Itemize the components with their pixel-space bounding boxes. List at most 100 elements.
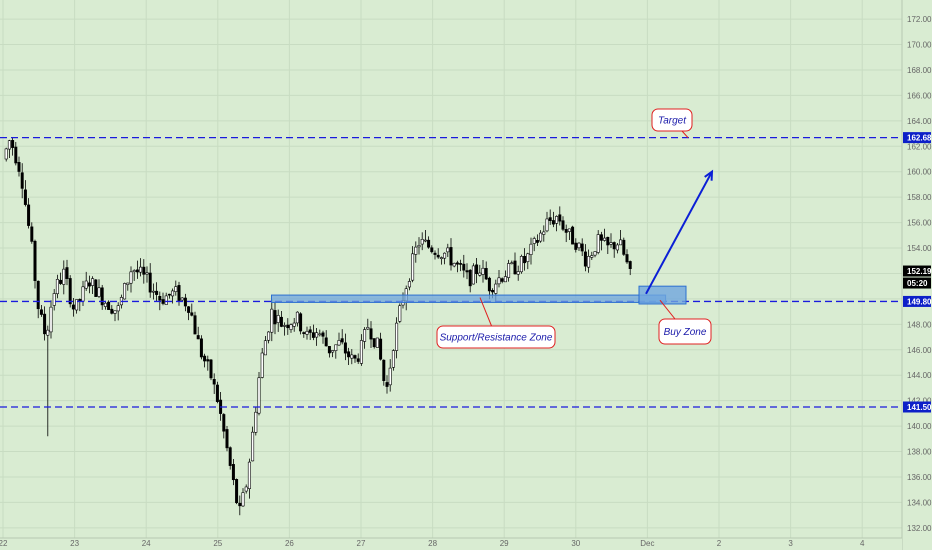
- candle: [420, 232, 424, 251]
- last-price-badge[interactable]: 152.19: [903, 265, 932, 277]
- candle-body: [545, 218, 549, 232]
- time-tick-label: 2: [717, 539, 722, 548]
- candle: [55, 274, 59, 299]
- candle-body: [481, 267, 485, 275]
- price-axis[interactable]: 132.00 134.00 136.00 138.00 140.00 142.00 144.…: [901, 0, 932, 550]
- support-resistance-callout-label: Support/Resistance Zone: [440, 333, 553, 344]
- drawings[interactable]: Target Support/Resistance Zone Buy Zone: [436, 108, 714, 349]
- candle: [599, 231, 603, 251]
- candle: [417, 237, 421, 255]
- level-badge[interactable]: 141.50: [903, 401, 932, 413]
- candle: [260, 348, 264, 379]
- candle: [273, 301, 277, 335]
- candle-body: [187, 306, 191, 313]
- candle: [302, 331, 306, 338]
- candle-body: [507, 263, 511, 278]
- target-callout[interactable]: Target: [651, 108, 693, 138]
- candle-body: [180, 297, 184, 301]
- candle-body: [535, 240, 539, 243]
- candle-body: [97, 287, 101, 297]
- time-tick-label: 30: [571, 539, 580, 548]
- candle-body: [100, 287, 104, 306]
- candle: [4, 147, 8, 162]
- candle-body: [388, 367, 392, 386]
- candle-body: [7, 140, 11, 150]
- candle: [254, 407, 258, 436]
- level-badge[interactable]: 162.68: [903, 132, 932, 144]
- price-tick-label: 148.00: [907, 320, 932, 329]
- candle: [231, 458, 235, 486]
- candle: [107, 300, 111, 310]
- candle-body: [231, 464, 235, 481]
- candle-body: [324, 337, 328, 347]
- candle-body: [599, 234, 603, 241]
- support-resistance-callout[interactable]: Support/Resistance Zone: [436, 297, 556, 349]
- candle-body: [305, 330, 309, 335]
- candle-body: [369, 328, 373, 340]
- candle-body: [423, 239, 427, 242]
- candle: [17, 156, 21, 177]
- candle: [283, 322, 287, 336]
- price-tick-label: 170.00: [907, 41, 932, 50]
- candle-body: [449, 247, 453, 266]
- candle-body: [529, 243, 533, 255]
- candle-body: [318, 333, 322, 336]
- time-tick-label: 29: [500, 539, 509, 548]
- candle-body: [580, 243, 584, 252]
- candle-body: [68, 278, 72, 305]
- support-resistance-zone[interactable]: [271, 294, 667, 303]
- candle-body: [164, 295, 168, 305]
- candle-body: [468, 269, 472, 287]
- candle-body: [587, 256, 591, 268]
- candle-body: [59, 279, 63, 284]
- candle: [567, 228, 571, 241]
- candle: [590, 251, 594, 260]
- candle: [151, 283, 155, 300]
- candle: [510, 260, 514, 265]
- candle: [94, 279, 98, 297]
- candle-body: [286, 324, 290, 329]
- candle-body: [183, 297, 187, 307]
- zones[interactable]: [271, 285, 687, 305]
- candle: [39, 304, 43, 317]
- level-badge-label: 141.50: [907, 403, 932, 412]
- buy-zone-callout[interactable]: Buy Zone: [658, 299, 712, 345]
- candle-body: [331, 350, 335, 353]
- candle: [212, 373, 216, 394]
- candle: [359, 334, 363, 366]
- candle-body: [625, 254, 629, 263]
- arrow-head: [704, 169, 714, 181]
- candle-body: [567, 228, 571, 232]
- candle-body: [148, 272, 152, 293]
- candle: [292, 317, 296, 332]
- candle: [289, 323, 293, 333]
- candle: [433, 250, 437, 260]
- price-tick-label: 146.00: [907, 346, 932, 355]
- countdown-badge[interactable]: 05:20: [903, 277, 931, 289]
- level-badge[interactable]: 149.80: [903, 295, 932, 307]
- candle: [347, 347, 351, 365]
- candle-body: [308, 329, 312, 333]
- buy-zone-box[interactable]: [638, 285, 687, 305]
- candle: [199, 335, 203, 360]
- candle-body: [471, 265, 475, 285]
- projection-arrow[interactable]: [645, 171, 713, 295]
- level-badge-label: 162.68: [907, 134, 932, 143]
- candle: [395, 317, 399, 359]
- time-tick-label: 24: [142, 539, 151, 548]
- price-tick-label: 172.00: [907, 15, 932, 24]
- candle-body: [171, 290, 175, 297]
- candle-body: [596, 234, 600, 253]
- candle: [411, 246, 415, 283]
- candle-body: [145, 272, 149, 275]
- time-axis[interactable]: 22 23 24 25 26 27 28 29 30 Dec 2 3 4: [0, 537, 902, 550]
- candle-body: [340, 338, 344, 343]
- candle: [350, 349, 354, 365]
- candle-body: [494, 283, 498, 294]
- candle: [369, 321, 373, 348]
- candle: [311, 324, 315, 341]
- candle: [324, 330, 328, 347]
- time-tick-label: 4: [860, 539, 865, 548]
- candle: [171, 288, 175, 304]
